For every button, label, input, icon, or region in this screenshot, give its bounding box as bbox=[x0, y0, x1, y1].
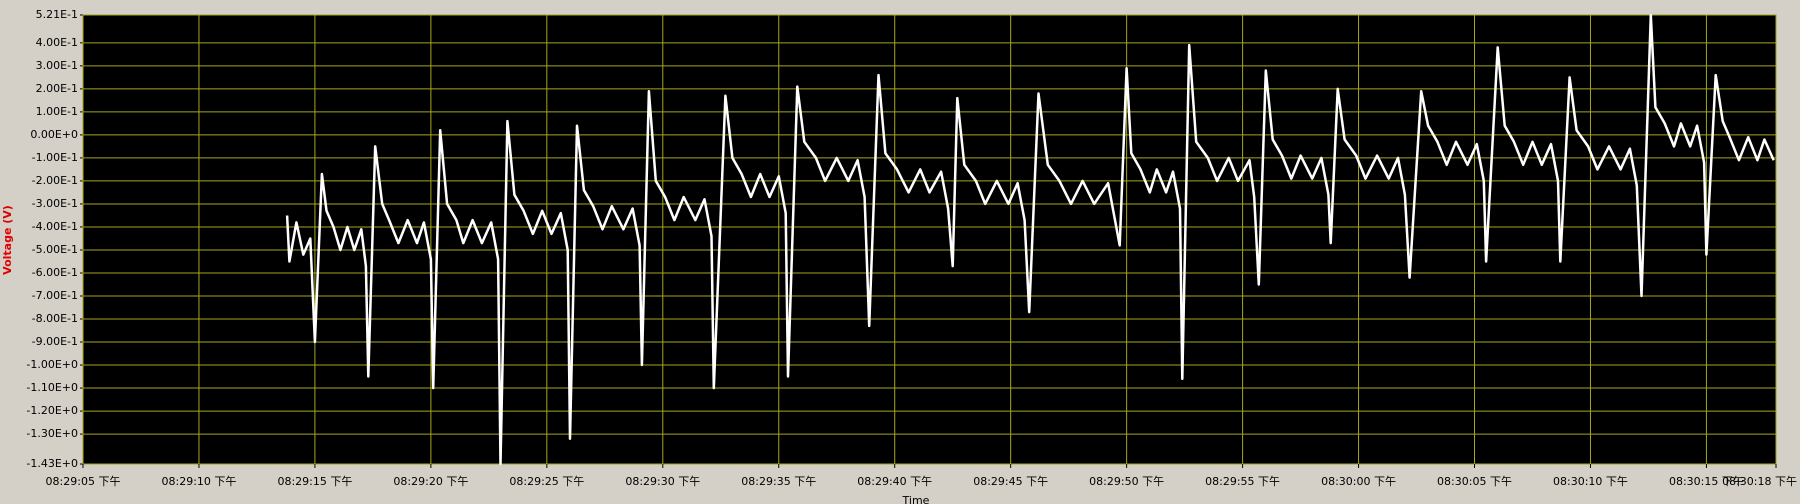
y-tick-label: -6.00E-1 bbox=[32, 266, 78, 279]
x-tick-label: 08:30:05 下午 bbox=[1437, 475, 1512, 488]
y-axis-label: Voltage (V) bbox=[1, 205, 14, 275]
x-tick-label: 08:29:25 下午 bbox=[509, 475, 584, 488]
y-tick-label: 5.21E-1 bbox=[36, 8, 78, 21]
y-tick-label: -1.43E+0 bbox=[26, 457, 78, 470]
y-tick-label: -7.00E-1 bbox=[32, 289, 78, 302]
x-tick-label: 08:30:15 下午 bbox=[1669, 475, 1744, 488]
y-tick-label: -1.20E+0 bbox=[26, 404, 78, 417]
y-tick-label: -3.00E-1 bbox=[32, 197, 78, 210]
y-tick-label: 4.00E-1 bbox=[36, 36, 78, 49]
plot-area bbox=[82, 14, 1777, 465]
x-tick-label: 08:29:30 下午 bbox=[625, 475, 700, 488]
x-tick-label: 08:29:20 下午 bbox=[393, 475, 468, 488]
x-tick-label: 08:29:05 下午 bbox=[46, 475, 121, 488]
y-tick-label: 2.00E-1 bbox=[36, 82, 78, 95]
y-tick-label: -8.00E-1 bbox=[32, 312, 78, 325]
x-tick-label: 08:29:10 下午 bbox=[162, 475, 237, 488]
y-tick-label: -5.00E-1 bbox=[32, 243, 78, 256]
y-tick-label: 0.00E+0 bbox=[30, 128, 78, 141]
x-tick-label: 08:29:55 下午 bbox=[1205, 475, 1280, 488]
y-tick-label: -1.10E+0 bbox=[26, 381, 78, 394]
x-tick-label: 08:29:45 下午 bbox=[973, 475, 1048, 488]
x-tick-label: 08:30:18 下午 bbox=[1722, 475, 1797, 488]
series-line bbox=[285, 13, 1775, 466]
x-tick-label: 08:29:15 下午 bbox=[277, 475, 352, 488]
y-tick-label: 3.00E-1 bbox=[36, 59, 78, 72]
y-tick-label: -1.00E+0 bbox=[26, 358, 78, 371]
x-tick-label: 08:30:00 下午 bbox=[1321, 475, 1396, 488]
y-tick-label: -1.00E-1 bbox=[32, 151, 78, 164]
y-tick-label: -4.00E-1 bbox=[32, 220, 78, 233]
x-tick-label: 08:29:35 下午 bbox=[741, 475, 816, 488]
x-tick-label: 08:30:10 下午 bbox=[1553, 475, 1628, 488]
y-tick-label: -2.00E-1 bbox=[32, 174, 78, 187]
x-tick-label: 08:29:40 下午 bbox=[857, 475, 932, 488]
y-tick-label: -9.00E-1 bbox=[32, 335, 78, 348]
x-tick-label: 08:29:50 下午 bbox=[1089, 475, 1164, 488]
x-axis-label: Time bbox=[902, 494, 930, 504]
y-tick-label: -1.30E+0 bbox=[26, 427, 78, 440]
y-tick-label: 1.00E-1 bbox=[36, 105, 78, 118]
